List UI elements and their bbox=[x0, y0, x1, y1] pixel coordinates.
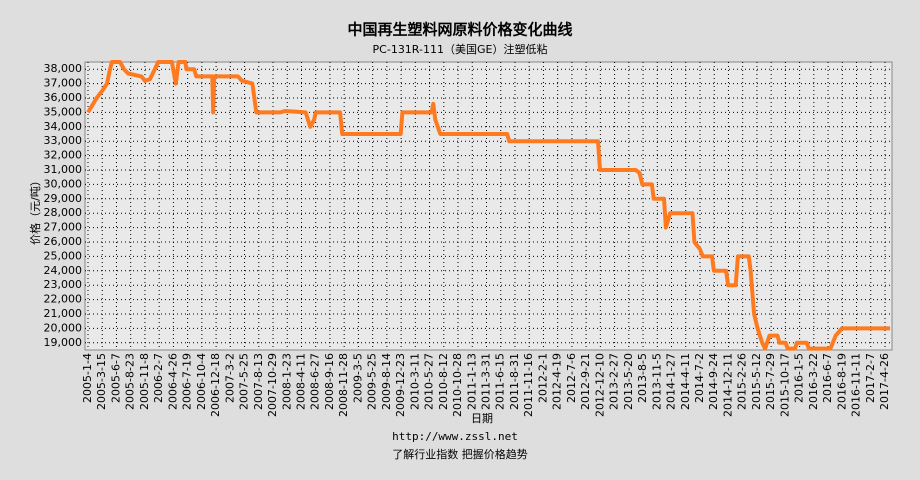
x-tick-label: 2005-8-23 bbox=[124, 353, 137, 410]
x-tick-label: 2009-3-5 bbox=[351, 353, 364, 403]
y-tick-label: 28,000 bbox=[44, 206, 83, 219]
x-tick-label: 2006-7-19 bbox=[181, 353, 194, 410]
x-tick-label: 2017-4-26 bbox=[878, 353, 891, 410]
x-tick-label: 2012-12-10 bbox=[593, 353, 606, 417]
y-tick-label: 38,000 bbox=[44, 62, 83, 75]
x-tick-label: 2013-2-27 bbox=[608, 353, 621, 410]
x-tick-label: 2011-11-16 bbox=[522, 353, 535, 417]
x-tick-label: 2011-1-13 bbox=[465, 353, 478, 410]
chart-title: 中国再生塑料网原料价格变化曲线 bbox=[347, 21, 572, 39]
x-tick-label: 2016-6-7 bbox=[821, 353, 834, 403]
y-tick-label: 32,000 bbox=[44, 149, 83, 162]
x-tick-label: 2015-2-26 bbox=[736, 353, 749, 410]
y-tick-label: 30,000 bbox=[44, 177, 83, 190]
x-tick-label: 2007-10-29 bbox=[266, 353, 279, 417]
x-tick-label: 2016-1-5 bbox=[793, 353, 806, 403]
x-tick-label: 2014-4-11 bbox=[679, 353, 692, 410]
x-tick-label: 2009-8-14 bbox=[380, 353, 393, 410]
x-tick-label: 2005-11-8 bbox=[138, 353, 151, 410]
x-tick-label: 2005-6-7 bbox=[109, 353, 122, 403]
footer-url: http://www.zssl.net bbox=[392, 430, 518, 443]
x-tick-label: 2007-3-2 bbox=[223, 353, 236, 403]
x-tick-label: 2017-2-7 bbox=[864, 353, 877, 403]
y-tick-label: 24,000 bbox=[44, 264, 83, 277]
x-tick-label: 2009-12-23 bbox=[394, 353, 407, 417]
x-tick-label: 2007-5-25 bbox=[238, 353, 251, 410]
plot-area bbox=[84, 61, 893, 351]
y-tick-label: 22,000 bbox=[44, 293, 83, 306]
x-tick-label: 2015-10-17 bbox=[778, 353, 791, 417]
x-tick-label: 2012-4-19 bbox=[551, 353, 564, 410]
x-tick-label: 2008-9-16 bbox=[323, 353, 336, 410]
x-tick-label: 2006-12-18 bbox=[209, 353, 222, 417]
x-tick-label: 2008-6-27 bbox=[309, 353, 322, 410]
price-line bbox=[86, 60, 891, 351]
y-tick-label: 23,000 bbox=[44, 278, 83, 291]
y-tick-label: 34,000 bbox=[44, 120, 83, 133]
y-tick-label: 26,000 bbox=[44, 235, 83, 248]
x-tick-label: 2008-1-23 bbox=[280, 353, 293, 410]
x-tick-label: 2010-8-12 bbox=[437, 353, 450, 410]
x-tick-label: 2006-4-26 bbox=[166, 353, 179, 410]
x-tick-label: 2015-7-29 bbox=[764, 353, 777, 410]
x-tick-label: 2015-5-12 bbox=[750, 353, 763, 410]
x-tick-label: 2012-7-6 bbox=[565, 353, 578, 403]
x-tick-label: 2013-5-20 bbox=[622, 353, 635, 410]
x-tick-label: 2016-8-19 bbox=[835, 353, 848, 410]
x-tick-label: 2014-7-2 bbox=[693, 353, 706, 403]
chart-subtitle: PC-131R-111（美国GE）注塑低粘 bbox=[373, 42, 548, 56]
x-tick-label: 2009-5-25 bbox=[366, 353, 379, 410]
x-tick-label: 2014-12-11 bbox=[721, 353, 734, 417]
y-tick-label: 35,000 bbox=[44, 105, 83, 118]
x-tick-label: 2006-10-4 bbox=[195, 353, 208, 410]
y-tick-label: 21,000 bbox=[44, 307, 83, 320]
x-tick-label: 2007-8-13 bbox=[252, 353, 265, 410]
x-tick-label: 2016-3-22 bbox=[807, 353, 820, 410]
x-tick-label: 2010-3-11 bbox=[408, 353, 421, 410]
x-tick-label: 2008-11-28 bbox=[337, 353, 350, 417]
x-tick-label: 2014-9-24 bbox=[707, 353, 720, 410]
x-tick-label: 2005-3-15 bbox=[95, 353, 108, 410]
x-tick-label: 2010-10-28 bbox=[451, 353, 464, 417]
x-tick-label: 2013-8-5 bbox=[636, 353, 649, 403]
y-tick-label: 29,000 bbox=[44, 192, 83, 205]
x-tick-label: 2012-9-21 bbox=[579, 353, 592, 410]
y-tick-label: 20,000 bbox=[44, 321, 83, 334]
x-tick-label: 2011-3-31 bbox=[480, 353, 493, 410]
footer-slogan: 了解行业指数 把握价格趋势 bbox=[392, 447, 528, 461]
y-tick-label: 37,000 bbox=[44, 77, 83, 90]
x-tick-label: 2005-1-4 bbox=[81, 353, 94, 403]
y-axis-label: 价格（元/吨） bbox=[28, 175, 42, 245]
x-tick-label: 2014-1-27 bbox=[665, 353, 678, 410]
y-tick-label: 19,000 bbox=[44, 336, 83, 349]
x-tick-label: 2016-11-11 bbox=[850, 353, 863, 417]
x-tick-label: 2010-5-27 bbox=[423, 353, 436, 410]
y-tick-label: 25,000 bbox=[44, 249, 83, 262]
y-tick-label: 36,000 bbox=[44, 91, 83, 104]
x-tick-label: 2012-2-1 bbox=[536, 353, 549, 403]
y-tick-label: 33,000 bbox=[44, 134, 83, 147]
x-tick-label: 2011-6-15 bbox=[494, 353, 507, 410]
x-tick-label: 2013-11-5 bbox=[650, 353, 663, 410]
x-tick-label: 2011-8-31 bbox=[508, 353, 521, 410]
y-tick-label: 31,000 bbox=[44, 163, 83, 176]
x-tick-label: 2006-2-7 bbox=[152, 353, 165, 403]
y-tick-label: 27,000 bbox=[44, 221, 83, 234]
x-tick-label: 2008-4-11 bbox=[294, 353, 307, 410]
x-axis-label: 日期 bbox=[471, 412, 493, 425]
